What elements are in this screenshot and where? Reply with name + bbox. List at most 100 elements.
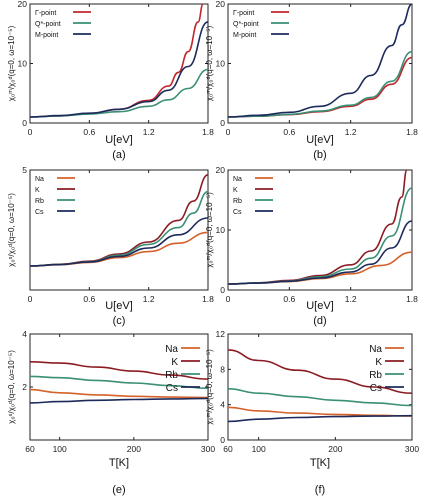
y-tick-label: 20 xyxy=(18,0,28,9)
legend-label-cs: Cs xyxy=(233,209,242,216)
y-tick-label: 5 xyxy=(22,165,27,175)
x-axis-label: U[eV] xyxy=(105,300,133,312)
legend-label-rb: Rb xyxy=(165,370,178,381)
legend: Γ-point Q*-point M-point xyxy=(233,10,289,39)
legend-label-rb: Rb xyxy=(35,198,44,205)
series-line-cs xyxy=(228,220,412,285)
x-axis-label: U[eV] xyxy=(306,300,334,312)
y-tick-label: 20 xyxy=(216,165,226,175)
panel-f: 60 100 200 300 0 4 8 12 T[K] χ₀ᵐ/χ₀ᵈ(q=0, ω=10⁻⁵)… xyxy=(205,329,419,496)
panel-label: (f) xyxy=(315,484,325,496)
legend-label-na: Na xyxy=(233,176,242,183)
y-tick-label: 0 xyxy=(220,118,225,128)
panel-b: 0 0.6 1.2 1.8 0 10 20 U[eV] χ₀ᵐ/χ₀ᵈ(q=0, ω=10⁻⁵)… xyxy=(205,0,418,161)
legend-label-m-point: M-point xyxy=(35,32,58,39)
series-line-point xyxy=(228,56,412,118)
panel-a: 0 0.6 1.2 1.8 0 10 20 U[eV] χ₀ᵐ/χ₀ᵈ(q=0, ω=10⁻⁵)… xyxy=(7,0,214,161)
y-axis-label: χ₀ᵐ/χ₀ᵈ(q=0, ω=10⁻⁵) xyxy=(205,192,214,268)
legend-label-k: K xyxy=(233,187,238,194)
legend: Na K Rb Cs xyxy=(233,176,273,216)
x-tick-label: 1.2 xyxy=(143,294,155,304)
y-tick-label: 2 xyxy=(22,382,27,392)
series-line-na xyxy=(228,251,412,285)
x-tick-label: 0.6 xyxy=(283,127,295,137)
y-tick-label: 0 xyxy=(220,285,225,295)
panel-label: (b) xyxy=(313,149,326,161)
series-line-rb xyxy=(30,375,208,390)
panel-d: 0 0.6 1.2 1.8 0 10 20 U[eV] χ₀ᵐ/χ₀ᵈ(q=0, ω=10⁻⁵)… xyxy=(205,165,418,327)
y-axis-label: χ₀ˢ/χ₀ᵈ(q=0, ω=10⁻⁵) xyxy=(7,350,16,424)
x-tick-label: 0 xyxy=(28,127,33,137)
legend-label-point: Γ-point xyxy=(233,10,254,17)
series-line-k xyxy=(228,170,408,285)
panel-e: 60 100 200 300 2 4 T[K] χ₀ˢ/χ₀ᵈ(q=0, ω=10⁻⁵) (e)… xyxy=(7,329,215,496)
x-tick-label: 1.2 xyxy=(143,127,155,137)
series-line-cs xyxy=(30,217,208,267)
legend-label-cs: Cs xyxy=(166,383,178,394)
panel-label: (a) xyxy=(112,149,125,161)
series-line-q-point xyxy=(228,50,412,118)
x-tick-label: 0 xyxy=(28,294,33,304)
legend-label-q-point: Q*-point xyxy=(233,21,259,28)
y-tick-label: 10 xyxy=(18,59,28,69)
y-tick-label: 8 xyxy=(220,364,225,374)
legend-label-m-point: M-point xyxy=(233,32,256,39)
legend-label-cs: Cs xyxy=(35,209,44,216)
panel-c: 0 0.6 1.2 1.8 5 U[eV] χ₀ˢ/χ₀ᵈ(q=0, ω=10⁻⁵) (c) N… xyxy=(7,165,214,327)
y-tick-label: 0 xyxy=(22,118,27,128)
legend: Na K Rb Cs xyxy=(165,344,200,394)
y-tick-label: 12 xyxy=(216,329,226,339)
series-line-rb xyxy=(30,190,208,267)
plot-frame xyxy=(227,333,413,441)
legend-label-rb: Rb xyxy=(233,198,242,205)
series-line-na xyxy=(30,231,208,267)
legend-label-na: Na xyxy=(369,344,382,355)
y-tick-label: 20 xyxy=(216,0,226,9)
plot-frame xyxy=(29,169,209,291)
x-tick-label: 300 xyxy=(201,444,215,454)
series-line-rb xyxy=(228,187,412,285)
legend-label-point: Γ-point xyxy=(35,10,56,17)
x-tick-label: 0.6 xyxy=(83,127,95,137)
x-tick-label: 60 xyxy=(25,444,35,454)
series-line-k xyxy=(30,361,208,380)
panel-label: (d) xyxy=(313,315,326,327)
x-axis-label: T[K] xyxy=(109,457,129,469)
y-axis-label: χ₀ᵐ/χ₀ᵈ(q=0, ω=10⁻⁵) xyxy=(205,25,214,101)
panel-label: (e) xyxy=(112,484,125,496)
x-axis-label: T[K] xyxy=(310,457,330,469)
x-tick-label: 0.6 xyxy=(283,294,295,304)
panel-label: (c) xyxy=(113,315,126,327)
legend-label-k: K xyxy=(35,187,40,194)
x-tick-label: 1.8 xyxy=(406,127,418,137)
legend: Na K Rb Cs xyxy=(369,344,404,394)
legend-label-k: K xyxy=(375,357,382,368)
series-line-na xyxy=(30,388,208,399)
y-tick-label: 0 xyxy=(220,435,225,445)
x-tick-label: 1.8 xyxy=(202,127,214,137)
x-tick-label: 0 xyxy=(226,294,231,304)
y-tick-label: 10 xyxy=(216,225,226,235)
x-tick-label: 300 xyxy=(405,444,419,454)
y-axis-label: χ₀ᵐ/χ₀ᵈ(q=0, ω=10⁻⁵) xyxy=(7,25,16,101)
y-tick-label: 10 xyxy=(216,59,226,69)
y-axis-label: χ₀ˢ/χ₀ᵈ(q=0, ω=10⁻⁵) xyxy=(7,193,16,267)
series-line-cs xyxy=(30,397,208,404)
y-axis-label: χ₀ᵐ/χ₀ᵈ(q=0, ω=10⁻⁵) xyxy=(205,349,214,425)
legend: Γ-point Q*-point M-point xyxy=(35,10,91,39)
x-tick-label: 60 xyxy=(223,444,233,454)
y-tick-label: 4 xyxy=(220,400,225,410)
x-tick-label: 0.6 xyxy=(83,294,95,304)
legend-label-rb: Rb xyxy=(369,370,382,381)
series-line-k xyxy=(228,349,412,394)
series-line-cs xyxy=(228,414,412,423)
legend-label-cs: Cs xyxy=(370,383,382,394)
series-line-na xyxy=(228,406,412,417)
legend-label-k: K xyxy=(171,357,178,368)
x-tick-label: 200 xyxy=(328,444,342,454)
series-line-m-point xyxy=(228,4,412,118)
x-axis-label: U[eV] xyxy=(105,134,133,146)
y-tick-label: 4 xyxy=(22,329,27,339)
legend-label-na: Na xyxy=(165,344,178,355)
